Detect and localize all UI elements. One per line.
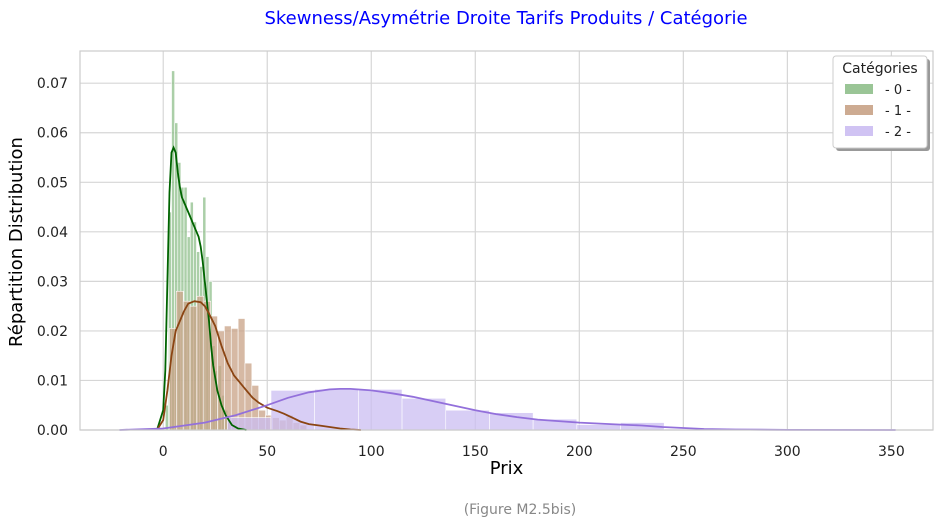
legend-label-series-2: - 2 -: [885, 125, 911, 140]
legend-label-series-0: - 0 -: [885, 83, 911, 98]
histogram-bar-series-2: [489, 412, 534, 431]
kde-line-series-2: [119, 388, 896, 431]
x-tick-label: 50: [258, 444, 276, 460]
x-tick-label: 300: [774, 444, 801, 460]
y-tick-label: 0.04: [37, 225, 68, 241]
y-tick-label: 0.07: [37, 76, 68, 92]
x-tick-label: 350: [878, 444, 905, 460]
histogram-bar-series-0: [165, 404, 169, 431]
histogram-bar-series-2: [445, 409, 490, 431]
figure-caption: (Figure M2.5bis): [463, 502, 577, 518]
x-tick-label: 150: [462, 444, 489, 460]
x-tick-label: 100: [358, 444, 385, 460]
kde-curves: [119, 145, 896, 431]
y-tick-label: 0.00: [37, 423, 68, 439]
y-tick-label: 0.01: [37, 373, 68, 389]
legend-swatch-series-0: [845, 84, 873, 94]
kde-line-series-0: [156, 145, 247, 431]
y-axis-ticks: 0.00 0.01 0.02 0.03 0.04 0.05 0.06 0.07: [37, 76, 68, 439]
x-axis-ticks: 0 50 100 150 200 250 300 350: [159, 444, 905, 460]
x-tick-label: 0: [159, 444, 168, 460]
plot-area-frame: [79, 50, 934, 431]
histogram-bar-series-2: [226, 417, 272, 431]
legend-swatch-series-2: [845, 126, 873, 136]
legend-title: Catégories: [842, 61, 917, 77]
y-tick-label: 0.02: [37, 324, 68, 340]
kde-line-series-1: [156, 300, 361, 431]
x-tick-label: 200: [566, 444, 593, 460]
legend-swatch-series-1: [845, 105, 873, 115]
legend: Catégories - 0 - - 1 - - 2 -: [832, 55, 930, 151]
histogram-bar-series-2: [576, 424, 621, 431]
y-axis-label: Répartition Distribution: [6, 137, 27, 347]
x-tick-label: 250: [670, 444, 697, 460]
x-axis-label: Prix: [489, 458, 524, 479]
y-tick-label: 0.06: [37, 126, 68, 142]
chart-title: Skewness/Asymétrie Droite Tarifs Produit…: [264, 8, 748, 29]
y-tick-label: 0.03: [37, 274, 68, 290]
legend-box: [832, 55, 928, 149]
histogram-bar-series-2: [314, 389, 359, 431]
histogram-bar-series-1: [189, 305, 198, 431]
histogram-bar-series-2: [358, 389, 403, 431]
histogram-bar-series-1: [176, 290, 184, 431]
legend-label-series-1: - 1 -: [885, 104, 911, 119]
histogram-bar-series-1: [182, 300, 191, 431]
y-tick-label: 0.05: [37, 175, 68, 191]
histogram-bar-series-1: [196, 295, 205, 431]
